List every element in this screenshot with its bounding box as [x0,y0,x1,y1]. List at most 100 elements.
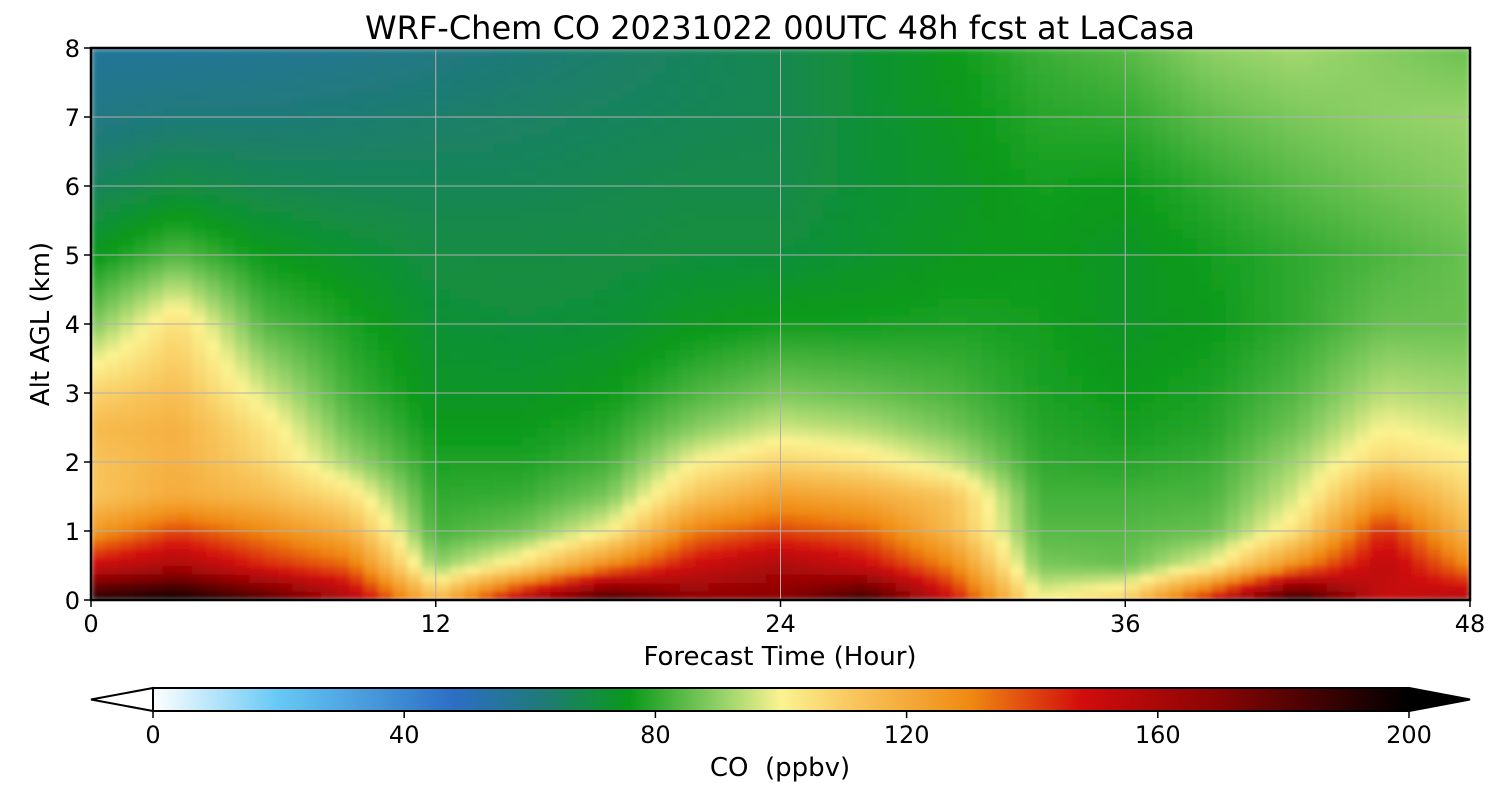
heatmap-cell [866,470,882,480]
heatmap-cell [1039,444,1055,454]
heatmap-cell [306,384,322,394]
heatmap-cell [464,177,480,187]
heatmap-cell [1268,487,1284,498]
heatmap-cell [751,505,767,515]
heatmap-cell [1254,487,1270,498]
heatmap-cell [708,255,724,265]
heatmap-cell [1211,574,1227,584]
heatmap-cell [277,410,293,420]
heatmap-cell [809,401,825,411]
heatmap-cell [981,427,997,437]
heatmap-cell [1153,306,1169,316]
heatmap-cell [967,203,983,213]
heatmap-cell [866,548,882,558]
heatmap-cell [751,384,767,394]
heatmap-cell [608,306,624,316]
heatmap-cell [493,418,509,429]
heatmap-cell [823,246,839,256]
heatmap-cell [881,496,897,506]
heatmap-cell [737,263,753,273]
heatmap-cell [1383,324,1399,334]
heatmap-cell [751,427,767,437]
heatmap-cell [565,168,580,178]
heatmap-cell [550,565,566,575]
heatmap-cell [1067,324,1083,334]
heatmap-cell [565,272,580,282]
heatmap-cell [780,194,796,204]
heatmap-cell [536,582,552,592]
heatmap-cell [723,410,738,420]
heatmap-cell [679,574,695,584]
heatmap-cell [708,289,724,299]
heatmap-cell [335,565,351,575]
heatmap-cell [148,315,164,325]
heatmap-cell [134,142,150,153]
heatmap-cell [723,186,738,196]
heatmap-cell [464,186,480,196]
heatmap-cell [177,272,193,282]
heatmap-cell [464,306,480,316]
heatmap-cell [119,470,135,480]
heatmap-cell [823,255,839,265]
heatmap-cell [392,522,408,532]
heatmap-cell [1240,522,1256,532]
heatmap-cell [335,393,351,403]
heatmap-cell [1383,332,1399,342]
heatmap-cell [723,505,738,515]
heatmap-cell [995,203,1011,213]
heatmap-cell [493,186,509,196]
heatmap-cell [622,220,638,230]
heatmap-cell [493,272,509,282]
heatmap-cell [1139,393,1155,403]
heatmap-cell [263,177,279,187]
heatmap-cell [1340,246,1356,256]
heatmap-cell [837,315,853,325]
heatmap-cell [205,315,221,325]
heatmap-cell [1297,177,1313,187]
heatmap-cell [852,237,868,247]
heatmap-cell [1355,436,1371,446]
heatmap-cell [1110,453,1126,463]
heatmap-cell [478,410,494,420]
heatmap-cell [579,436,595,446]
heatmap-cell [809,393,825,403]
heatmap-cell [881,315,897,325]
heatmap-cell [320,349,336,360]
heatmap-cell [277,160,293,170]
heatmap-cell [1297,220,1313,230]
heatmap-cell [335,298,351,308]
heatmap-cell [823,194,839,204]
heatmap-cell [1268,280,1284,291]
heatmap-cell [1168,427,1184,437]
heatmap-cell [679,539,695,549]
heatmap-cell [1254,401,1270,411]
heatmap-cell [421,470,437,480]
heatmap-cell [220,565,236,575]
heatmap-cell [809,496,825,506]
heatmap-cell [995,531,1011,541]
heatmap-cell [636,453,652,463]
heatmap-cell [967,367,983,377]
heatmap-cell [981,315,997,325]
heatmap-cell [881,487,897,498]
heatmap-cell [421,513,437,523]
heatmap-cell [780,280,796,291]
heatmap-cell [1010,358,1026,368]
heatmap-cell [1283,401,1299,411]
heatmap-cell [1398,160,1414,170]
heatmap-cell [277,556,293,567]
heatmap-cell [536,479,552,489]
heatmap-cell [694,186,710,196]
heatmap-cell [1153,349,1169,360]
heatmap-cell [493,255,509,265]
heatmap-cell [148,324,164,334]
heatmap-cell [1182,229,1198,239]
heatmap-cell [1268,246,1284,256]
heatmap-cell [895,306,911,316]
heatmap-cell [521,531,537,541]
heatmap-cell [378,453,394,463]
heatmap-cell [464,556,480,567]
heatmap-cell [1283,186,1299,196]
heatmap-cell [1398,324,1414,334]
heatmap-cell [1426,582,1442,592]
